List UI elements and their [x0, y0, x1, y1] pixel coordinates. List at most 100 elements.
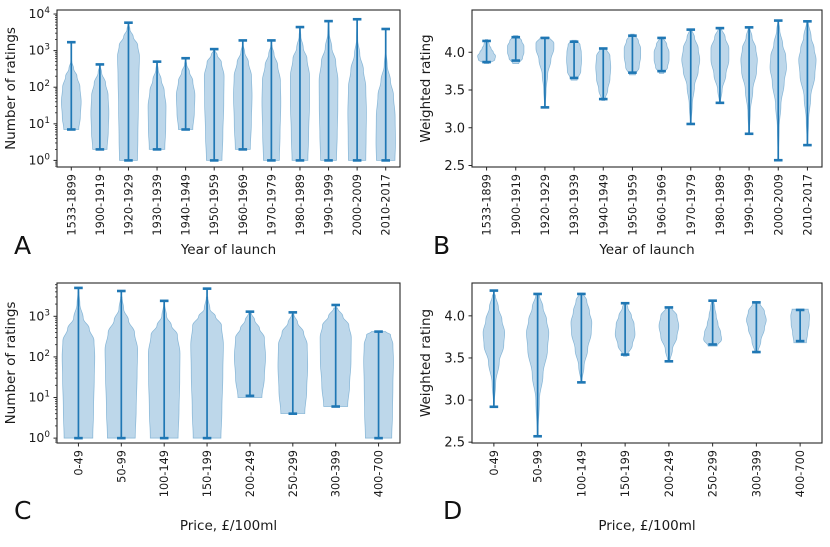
- x-tick-label: 2010-2017: [380, 174, 393, 236]
- y-tick-label: 3.0: [444, 121, 465, 136]
- y-axis-label: Weighted rating: [418, 309, 434, 417]
- violin-0-49: [482, 289, 506, 409]
- violin-400-700: [790, 308, 810, 344]
- x-tick-label: 1533-1899: [481, 174, 494, 236]
- y-tick-label: 103: [28, 308, 50, 323]
- violin-1900-1919: [90, 63, 110, 151]
- x-tick-label: 2010-2017: [801, 174, 814, 236]
- violin-1533-1899: [477, 39, 496, 64]
- plot-frame: [471, 9, 823, 168]
- y-axis: 100 101 102 103 104: [28, 6, 57, 167]
- y-tick-label: 3.0: [444, 394, 465, 409]
- violin-1930-1939: [147, 60, 167, 151]
- violin-150-199: [614, 301, 636, 357]
- panel-letter-d: D: [443, 496, 463, 525]
- x-tick-label: 200-249: [244, 450, 257, 497]
- y-axis: 100 101 102 103: [28, 284, 57, 445]
- violin-1970-1979: [681, 28, 701, 126]
- x-tick-label: 250-299: [287, 450, 300, 497]
- violin-250-299: [277, 311, 309, 415]
- violin-1950-1959: [623, 33, 642, 76]
- x-tick-label: 150-199: [619, 450, 632, 497]
- x-tick-label: 300-399: [750, 450, 763, 497]
- y-tick-label: 2.5: [444, 159, 465, 174]
- violin-2010-2017: [798, 20, 817, 147]
- violin-1900-1919: [507, 35, 525, 64]
- x-tick-label: 1950-1959: [626, 174, 639, 236]
- x-tick-label: 1930-1939: [151, 174, 164, 236]
- x-tick-label: 1930-1939: [568, 174, 581, 236]
- x-axis: 0-49 50-99 100-149 150-199 200-249 250-299 300…: [488, 443, 807, 497]
- y-tick-label: 104: [28, 6, 50, 21]
- x-axis-label: Year of launch: [598, 242, 694, 258]
- y-tick-label: 3.5: [444, 84, 465, 99]
- x-tick-label: 1970-1979: [265, 174, 278, 236]
- y-axis: 2.5 3.0 3.5 4.0: [444, 46, 472, 174]
- y-tick-label: 100: [28, 430, 50, 445]
- y-axis-label: Number of ratings: [3, 302, 19, 425]
- y-tick-label: 101: [28, 116, 50, 131]
- x-tick-label: 1990-1999: [323, 174, 336, 236]
- x-tick-label: 1900-1919: [510, 174, 523, 236]
- x-axis: 1533-1899 1900-1919 1920-1929 1930-1939 1940…: [481, 167, 814, 236]
- x-tick-label: 50-99: [532, 450, 545, 483]
- y-axis-label: Number of ratings: [3, 27, 19, 150]
- y-tick-label: 102: [28, 349, 50, 364]
- violin-250-299: [703, 299, 722, 347]
- x-tick-label: 1900-1919: [94, 174, 107, 236]
- panel-d: 2.5 3.0 3.5 4.0 0-49 50-99 100-149 150-199 200-2…: [415, 273, 830, 547]
- x-tick-label: 1990-1999: [743, 174, 756, 236]
- y-tick-label: 101: [28, 390, 50, 405]
- panel-c: 100 101 102 103 0-49 50-99 100-149 150-199 200-2…: [0, 273, 415, 547]
- panel-letter-c: C: [14, 496, 32, 525]
- x-axis-label: Price, £/100ml: [180, 518, 277, 534]
- x-tick-label: 2000-2009: [351, 174, 364, 236]
- panel-letter-b: B: [433, 231, 451, 260]
- panel-c-plot: 100 101 102 103 0-49 50-99 100-149 150-199 200-2…: [3, 282, 401, 534]
- violin-1990-1999: [318, 19, 339, 162]
- violin-0-49: [61, 286, 96, 440]
- y-tick-label: 2.5: [444, 436, 465, 451]
- violin-1990-1999: [740, 26, 758, 136]
- violin-2000-2009: [769, 19, 787, 162]
- violin-1960-1969: [233, 39, 253, 151]
- violin-1970-1979: [261, 39, 282, 162]
- violin-400-700: [363, 330, 394, 440]
- x-tick-label: 150-199: [201, 450, 214, 497]
- x-tick-label: 100-149: [575, 450, 588, 497]
- violin-1960-1969: [653, 36, 670, 74]
- x-tick-label: 1960-1969: [656, 174, 669, 236]
- panel-letter-a: A: [14, 231, 32, 260]
- x-tick-label: 1940-1949: [180, 174, 193, 236]
- x-tick-label: 0-49: [488, 450, 501, 476]
- x-tick-label: 1533-1899: [65, 174, 78, 236]
- x-tick-label: 1980-1989: [294, 174, 307, 236]
- plot-frame: [56, 282, 401, 444]
- x-tick-label: 1940-1949: [597, 174, 610, 236]
- x-tick-label: 1920-1929: [539, 174, 552, 236]
- violin-1940-1949: [595, 47, 612, 101]
- x-tick-label: 1980-1989: [714, 174, 727, 236]
- x-axis-label: Price, £/100ml: [598, 518, 695, 534]
- x-axis: 1533-1899 1900-1919 1920-1929 1930-1939 1940…: [65, 167, 393, 236]
- violin-200-249: [658, 306, 680, 363]
- x-tick-label: 300-399: [330, 450, 343, 497]
- x-tick-label: 250-299: [707, 450, 720, 497]
- violin-1950-1959: [203, 47, 225, 162]
- x-tick-label: 1950-1959: [208, 174, 221, 236]
- violin-200-249: [233, 310, 266, 398]
- panel-d-plot: 2.5 3.0 3.5 4.0 0-49 50-99 100-149 150-199 200-2…: [418, 282, 823, 534]
- y-tick-label: 100: [28, 152, 50, 167]
- x-tick-label: 400-700: [373, 450, 386, 497]
- violin-100-149: [147, 299, 181, 440]
- violin-50-99: [104, 289, 138, 440]
- violin-1920-1929: [535, 36, 555, 109]
- violin-300-399: [746, 301, 767, 354]
- y-tick-label: 4.0: [444, 46, 465, 61]
- x-axis-label: Year of launch: [180, 242, 276, 258]
- plot-frame: [471, 282, 823, 444]
- violin-2010-2017: [375, 27, 396, 162]
- x-tick-label: 2000-2009: [772, 174, 785, 236]
